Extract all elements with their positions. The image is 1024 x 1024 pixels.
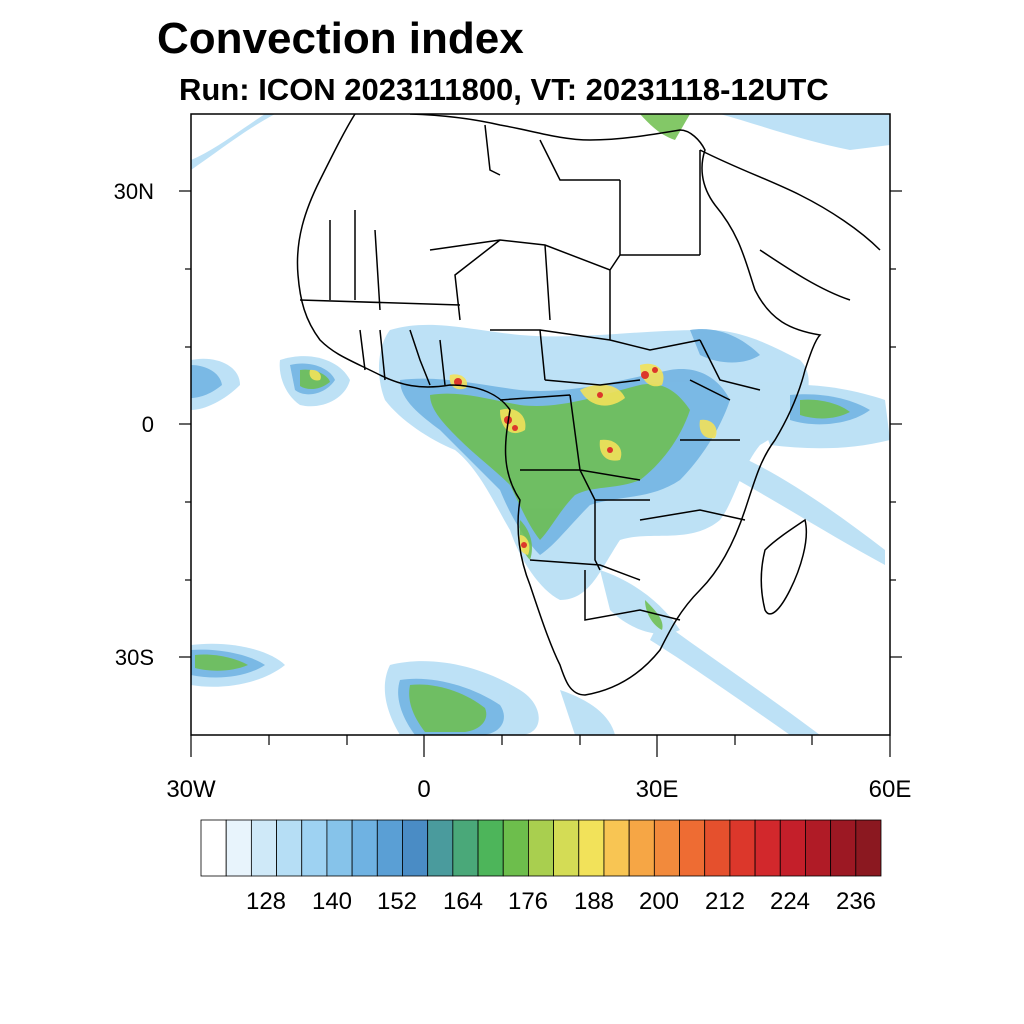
lon-label-30e: 30E — [635, 776, 679, 803]
colorbar-label-164: 164 — [442, 888, 484, 915]
colorbar-label-140: 140 — [311, 888, 353, 915]
colorbar-label-200: 200 — [638, 888, 680, 915]
lon-ticks — [190, 735, 891, 757]
colorbar-swatch-12 — [502, 819, 529, 877]
colorbar-swatch-0 — [200, 819, 227, 877]
colorbar-swatch-3 — [276, 819, 303, 877]
colorbar-swatch-15 — [578, 819, 605, 877]
colorbar-swatch-4 — [301, 819, 328, 877]
colorbar-swatch-9 — [427, 819, 454, 877]
lat-label-30s: 30S — [114, 645, 154, 670]
colorbar-swatch-22 — [754, 819, 781, 877]
colorbar-label-188: 188 — [573, 888, 615, 915]
colorbar-swatch-5 — [326, 819, 353, 877]
colorbar-swatch-13 — [528, 819, 555, 877]
lon-label-60e: 60E — [868, 776, 912, 803]
chart-subtitle: Run: ICON 2023111800, VT: 20231118-12UTC — [179, 72, 829, 107]
colorbar-swatch-11 — [477, 819, 504, 877]
colorbar-label-152: 152 — [376, 888, 418, 915]
colorbar-label-176: 176 — [507, 888, 549, 915]
colorbar-swatch-21 — [729, 819, 756, 877]
colorbar-swatch-2 — [250, 819, 277, 877]
colorbar-swatch-19 — [679, 819, 706, 877]
colorbar-swatch-25 — [830, 819, 857, 877]
colorbar-swatch-1 — [225, 819, 252, 877]
colorbar-swatch-23 — [779, 819, 806, 877]
colorbar-swatch-16 — [603, 819, 630, 877]
convection-field — [191, 114, 890, 735]
colorbar-swatch-10 — [452, 819, 479, 877]
lon-label-30w: 30W — [166, 776, 216, 803]
colorbar-swatch-8 — [402, 819, 429, 877]
colorbar-swatch-7 — [376, 819, 403, 877]
colorbar — [200, 819, 882, 877]
lon-label-0: 0 — [417, 776, 431, 803]
lat-label-0: 0 — [141, 412, 154, 437]
colorbar-swatch-14 — [553, 819, 580, 877]
colorbar-label-212: 212 — [704, 888, 746, 915]
chart-title: Convection index — [157, 14, 524, 63]
lat-label-30n: 30N — [113, 179, 154, 204]
colorbar-swatch-24 — [805, 819, 832, 877]
colorbar-swatch-20 — [704, 819, 731, 877]
colorbar-label-236: 236 — [835, 888, 877, 915]
colorbar-swatch-18 — [653, 819, 680, 877]
colorbar-label-224: 224 — [769, 888, 811, 915]
colorbar-swatch-26 — [855, 819, 882, 877]
colorbar-swatch-6 — [351, 819, 378, 877]
colorbar-label-128: 128 — [245, 888, 287, 915]
colorbar-swatch-17 — [628, 819, 655, 877]
lat-ticks — [179, 190, 902, 658]
